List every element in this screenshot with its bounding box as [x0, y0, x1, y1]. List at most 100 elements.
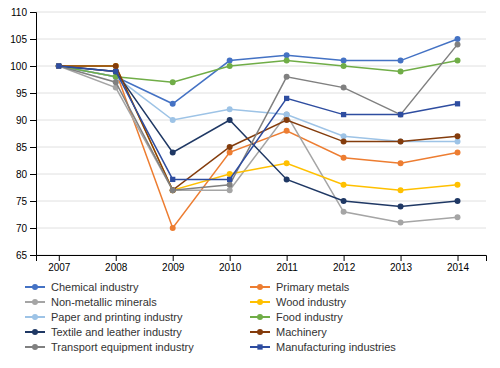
- series-marker: [56, 63, 62, 69]
- legend-marker: [32, 299, 38, 305]
- series-line: [59, 66, 458, 228]
- tick: 80: [16, 169, 36, 180]
- legend-item: Food industry: [250, 311, 343, 323]
- tick-label: 80: [16, 169, 28, 180]
- series-marker: [56, 63, 62, 69]
- tick-mark: [30, 255, 36, 256]
- axis-domain: [30, 13, 37, 256]
- series-marker: [170, 79, 176, 85]
- series-marker: [341, 112, 346, 117]
- series-marker: [113, 79, 119, 85]
- tick-mark: [30, 147, 36, 148]
- legend-label: Chemical industry: [51, 281, 139, 293]
- chart: 2007200820092010201120122013201465707580…: [0, 0, 500, 368]
- tick-mark: [30, 201, 36, 202]
- series-marker: [284, 96, 289, 101]
- tick: 105: [10, 34, 36, 45]
- grid-line: [36, 147, 486, 148]
- tick-label: 70: [16, 223, 28, 234]
- tick-label: 2007: [48, 262, 71, 273]
- tick-mark: [30, 228, 36, 229]
- series-marker: [284, 58, 290, 64]
- series-marker: [398, 139, 404, 145]
- series: [56, 41, 461, 193]
- series-marker: [227, 117, 233, 123]
- tick-label: 2008: [105, 262, 128, 273]
- legend-item: Primary metals: [250, 281, 350, 293]
- series-marker: [170, 225, 176, 231]
- series-marker: [227, 187, 233, 193]
- x-axis: 20072008200920102011201220132014: [37, 255, 487, 273]
- tick: 2014: [447, 255, 470, 273]
- series-marker: [398, 203, 404, 209]
- series-marker: [113, 68, 119, 74]
- series-marker: [56, 63, 62, 69]
- series-marker: [113, 63, 119, 69]
- axis-domain: [37, 256, 487, 262]
- series-line: [59, 66, 458, 190]
- legend-marker: [257, 344, 262, 349]
- tick-mark: [30, 39, 36, 40]
- series-marker: [227, 182, 233, 188]
- tick-mark: [30, 174, 36, 175]
- series-marker: [113, 63, 119, 69]
- tick-label: 95: [16, 88, 28, 99]
- series-marker: [170, 101, 176, 107]
- series: [56, 63, 461, 209]
- series: [56, 63, 461, 226]
- legend-item: Chemical industry: [25, 281, 139, 293]
- tick: 100: [10, 61, 36, 72]
- tick-label: 110: [11, 7, 27, 18]
- series: [56, 63, 461, 231]
- legend-label: Wood industry: [276, 296, 347, 308]
- legend-item: Textile and leather industry: [25, 326, 182, 338]
- series: [56, 36, 461, 107]
- series-marker: [227, 149, 233, 155]
- series-marker: [113, 69, 118, 74]
- tick: 75: [16, 196, 36, 207]
- legend: Chemical industryPrimary metalsNon-metal…: [25, 281, 396, 353]
- tick-mark: [30, 120, 36, 121]
- series: [56, 63, 461, 193]
- series-marker: [56, 63, 62, 69]
- tick: 65: [16, 250, 36, 261]
- series-marker: [284, 74, 290, 80]
- series-marker: [341, 63, 347, 69]
- series-marker: [455, 36, 461, 42]
- series: [56, 63, 460, 182]
- series: [56, 63, 461, 193]
- series-marker: [341, 209, 347, 215]
- tick-mark: [344, 255, 345, 261]
- tick: 2011: [276, 255, 298, 273]
- legend-marker: [32, 344, 38, 350]
- series-marker: [455, 198, 461, 204]
- grid-line: [36, 12, 486, 13]
- tick-mark: [230, 255, 231, 261]
- tick: 70: [16, 223, 36, 234]
- series-marker: [227, 58, 233, 64]
- series-line: [59, 44, 458, 190]
- series-marker: [398, 220, 404, 226]
- tick: 95: [16, 88, 36, 99]
- series-marker: [455, 41, 461, 47]
- series-line: [59, 66, 458, 179]
- series-marker: [455, 139, 461, 145]
- series-marker: [56, 63, 61, 68]
- y-axis: 65707580859095100105110: [10, 7, 36, 261]
- series-marker: [56, 63, 62, 69]
- legend-label: Manufacturing industries: [276, 341, 396, 353]
- grid-line: [36, 174, 486, 175]
- tick-label: 2009: [162, 262, 185, 273]
- series-marker: [341, 85, 347, 91]
- series-marker: [341, 182, 347, 188]
- legend-item: Paper and printing industry: [25, 311, 183, 323]
- series-marker: [284, 112, 290, 118]
- series-marker: [341, 139, 347, 145]
- series-marker: [341, 58, 347, 64]
- series-marker: [284, 117, 290, 123]
- series-marker: [455, 133, 461, 139]
- series-marker: [170, 187, 176, 193]
- series-group: [56, 36, 461, 231]
- tick-mark: [287, 255, 288, 261]
- legend-label: Paper and printing industry: [51, 311, 183, 323]
